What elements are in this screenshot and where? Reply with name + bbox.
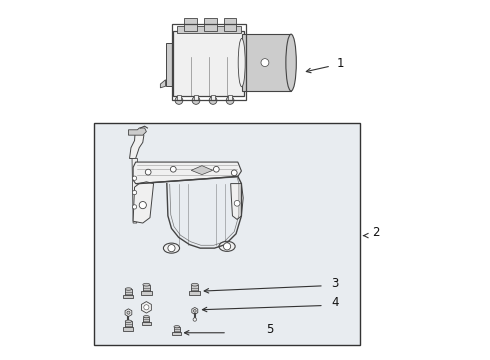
- Ellipse shape: [144, 315, 149, 318]
- Circle shape: [194, 310, 196, 312]
- Bar: [174, 327, 180, 332]
- Polygon shape: [160, 80, 166, 88]
- Text: 5: 5: [267, 324, 274, 337]
- Text: 1: 1: [337, 57, 344, 70]
- Circle shape: [214, 166, 219, 172]
- Circle shape: [139, 202, 147, 209]
- Bar: [189, 291, 200, 295]
- Bar: [142, 322, 151, 325]
- Circle shape: [144, 305, 149, 310]
- Polygon shape: [192, 307, 198, 314]
- Polygon shape: [128, 128, 147, 135]
- Bar: [194, 95, 198, 100]
- Bar: [123, 295, 133, 298]
- Bar: [125, 289, 132, 295]
- Circle shape: [231, 170, 237, 176]
- Bar: [141, 291, 152, 295]
- Bar: [228, 95, 232, 100]
- Circle shape: [261, 59, 269, 67]
- Polygon shape: [133, 162, 242, 184]
- Circle shape: [132, 176, 137, 180]
- Bar: [204, 18, 217, 31]
- Bar: [177, 26, 241, 33]
- Bar: [125, 321, 132, 327]
- Ellipse shape: [143, 283, 150, 286]
- Bar: [172, 332, 181, 335]
- Circle shape: [132, 190, 137, 195]
- Polygon shape: [231, 184, 243, 220]
- Circle shape: [209, 96, 217, 104]
- Ellipse shape: [174, 325, 180, 328]
- Circle shape: [192, 96, 200, 104]
- Polygon shape: [129, 132, 144, 158]
- Polygon shape: [191, 166, 213, 175]
- Bar: [172, 24, 245, 100]
- Text: 2: 2: [372, 226, 380, 239]
- Ellipse shape: [125, 288, 132, 290]
- Circle shape: [193, 318, 196, 321]
- Bar: [177, 95, 181, 100]
- Circle shape: [132, 205, 137, 209]
- Bar: [123, 327, 133, 330]
- Bar: [184, 18, 196, 31]
- Circle shape: [146, 169, 151, 175]
- Ellipse shape: [238, 39, 245, 87]
- Circle shape: [171, 166, 176, 172]
- Circle shape: [175, 96, 183, 104]
- Circle shape: [234, 201, 240, 206]
- Polygon shape: [132, 158, 137, 223]
- Bar: [95, 123, 360, 345]
- Bar: [211, 95, 215, 100]
- Circle shape: [168, 244, 175, 252]
- Ellipse shape: [219, 241, 235, 251]
- Ellipse shape: [164, 243, 179, 253]
- Circle shape: [223, 243, 231, 250]
- Bar: [144, 317, 149, 322]
- Text: 4: 4: [331, 296, 339, 309]
- Circle shape: [127, 311, 130, 314]
- Ellipse shape: [286, 34, 296, 91]
- Ellipse shape: [125, 320, 132, 323]
- Polygon shape: [133, 182, 153, 223]
- Bar: [171, 11, 332, 100]
- Circle shape: [226, 96, 234, 104]
- Polygon shape: [125, 309, 132, 316]
- Ellipse shape: [191, 283, 198, 286]
- Polygon shape: [142, 302, 151, 313]
- Bar: [166, 43, 173, 86]
- Bar: [173, 31, 245, 96]
- Text: 3: 3: [331, 277, 339, 290]
- Bar: [242, 34, 291, 91]
- Bar: [191, 285, 198, 291]
- Circle shape: [126, 320, 130, 324]
- Bar: [143, 285, 150, 291]
- Bar: [224, 18, 237, 31]
